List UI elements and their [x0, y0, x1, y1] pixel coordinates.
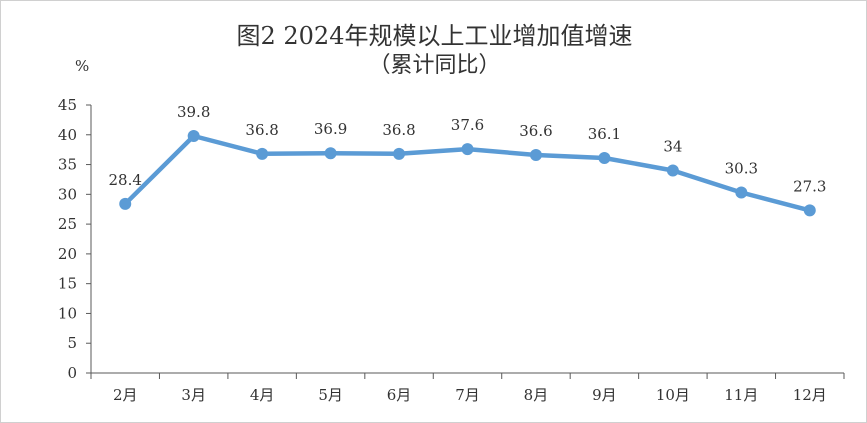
data-label: 28.4 [109, 171, 142, 189]
data-point [119, 197, 132, 210]
y-tick-label: 0 [67, 364, 77, 382]
data-label: 37.6 [451, 116, 484, 134]
data-point [187, 129, 200, 142]
x-tick-label: 11月 [724, 386, 758, 404]
x-tick-label: 10月 [656, 386, 690, 404]
x-tick-label: 6月 [387, 386, 412, 404]
data-point [461, 143, 474, 156]
x-tick-label: 9月 [592, 386, 617, 404]
data-point [324, 147, 337, 160]
x-tick-label: 2月 [113, 386, 138, 404]
data-point [529, 149, 542, 162]
data-label: 36.9 [314, 120, 347, 138]
data-point [735, 186, 748, 199]
chart-title: 图2 2024年规模以上工业增加值增速 [236, 22, 633, 50]
x-tick-label: 5月 [318, 386, 343, 404]
data-label: 30.3 [725, 160, 758, 178]
data-label: 36.1 [588, 125, 621, 143]
y-tick-label: 10 [58, 304, 77, 322]
y-tick-label: 5 [67, 334, 77, 352]
y-tick-label: 20 [58, 245, 77, 263]
y-tick-label: 45 [58, 96, 77, 114]
data-point [393, 147, 406, 160]
y-tick-label: 40 [58, 126, 77, 144]
data-point [256, 147, 269, 160]
data-label: 27.3 [793, 177, 826, 195]
x-tick-label: 7月 [455, 386, 480, 404]
y-axis-unit-label: % [75, 57, 90, 75]
x-tick-label: 12月 [793, 386, 827, 404]
y-tick-label: 25 [58, 215, 77, 233]
data-label: 36.8 [382, 121, 415, 139]
data-point [666, 164, 679, 177]
y-tick-label: 30 [58, 185, 77, 203]
data-point [803, 204, 816, 217]
y-tick-label: 35 [58, 156, 77, 174]
y-tick-label: 15 [58, 275, 77, 293]
data-label: 39.8 [177, 103, 210, 121]
x-tick-label: 4月 [250, 386, 275, 404]
data-label: 36.8 [245, 121, 278, 139]
chart-subtitle: （累计同比） [368, 53, 501, 78]
data-label: 36.6 [519, 122, 552, 140]
x-tick-label: 3月 [181, 386, 206, 404]
data-point [598, 152, 611, 165]
data-label: 34 [663, 138, 682, 156]
x-tick-label: 8月 [524, 386, 549, 404]
